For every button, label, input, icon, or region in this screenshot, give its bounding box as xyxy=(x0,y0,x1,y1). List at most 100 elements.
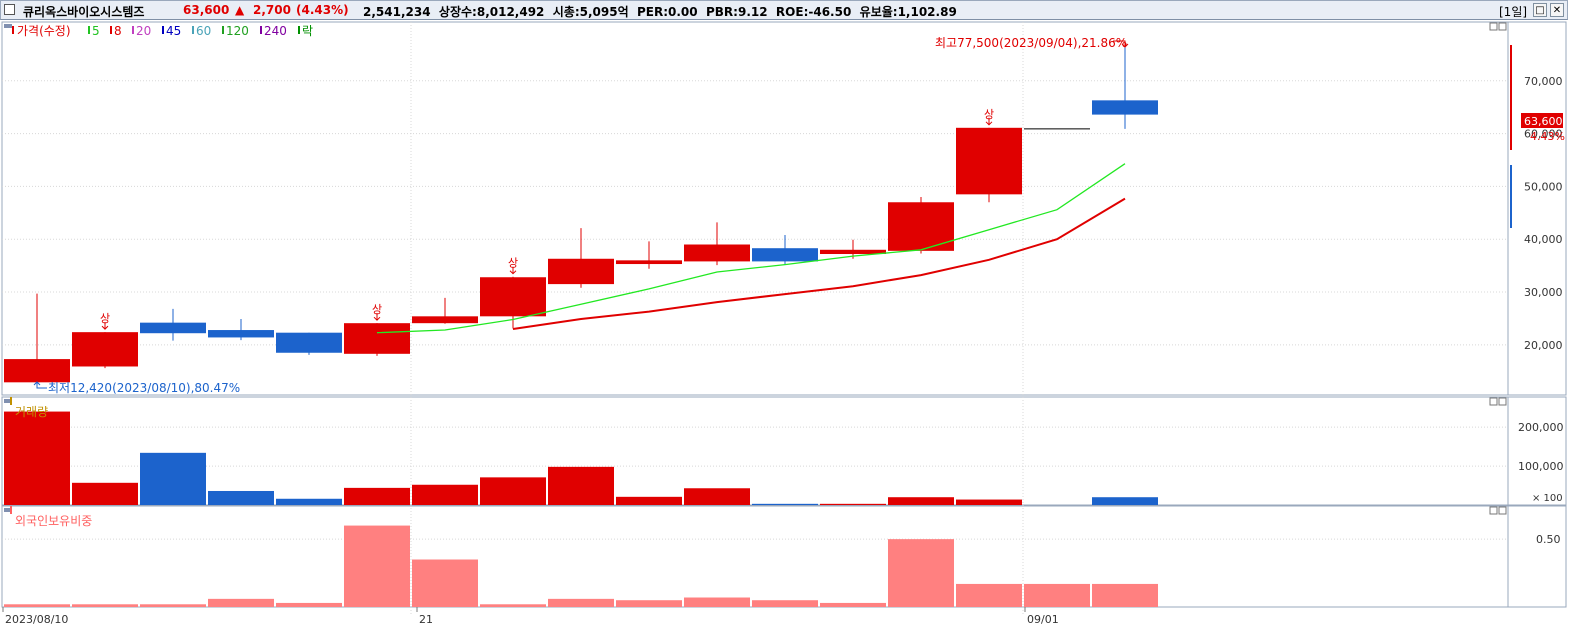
upper-limit-label: 상 xyxy=(508,257,518,270)
ma8-line xyxy=(512,197,1126,330)
legend-ma-label: 락 xyxy=(302,24,313,38)
panel-minimize-icon xyxy=(1489,22,1498,31)
volume-bar xyxy=(344,487,410,505)
volume-bar xyxy=(888,497,954,505)
candle-body xyxy=(276,332,342,353)
panel-handle-icon xyxy=(4,508,12,512)
price-frame-axis xyxy=(1507,21,1567,396)
low-annotation: 최저12,420(2023/08/10),80.47% xyxy=(48,381,240,395)
price-tick-label: 40,000 xyxy=(1524,233,1563,246)
legend-ma-marker xyxy=(192,26,194,34)
panel-minimize-icon xyxy=(1489,506,1498,515)
high-annotation: 최고77,500(2023/09/04),21.86% xyxy=(935,36,1127,50)
panel-maximize-icon xyxy=(1498,397,1507,406)
x-tick-label: 21 xyxy=(419,613,433,626)
upper-limit-arrow-icon xyxy=(373,313,381,321)
annotations: 최고77,500(2023/09/04),21.86% 최저12,420(202… xyxy=(33,36,1129,395)
legend-ma-marker xyxy=(222,26,224,34)
period-label[interactable]: [1일] xyxy=(1499,5,1528,19)
select-checkbox[interactable] xyxy=(4,4,15,15)
foreign-bar xyxy=(208,598,274,607)
panel-handle-icon xyxy=(4,399,12,403)
volume-tick-label: 200,000 xyxy=(1518,421,1564,434)
price-change-pct: (4.43%) xyxy=(296,3,349,17)
candle-body xyxy=(752,248,818,262)
upper-limit-arrow-icon xyxy=(509,266,517,275)
volume-bar xyxy=(684,488,750,505)
volume-panel[interactable] xyxy=(4,411,1158,505)
candle-body xyxy=(4,359,70,383)
legend-price-label: 가격(수정) xyxy=(17,24,71,38)
volume-bar xyxy=(1092,497,1158,505)
foreign-bar xyxy=(344,525,410,607)
price-frame xyxy=(1,21,1509,396)
ma5-line xyxy=(376,163,1126,334)
candle-body xyxy=(140,322,206,334)
candle-body xyxy=(344,323,410,354)
panel-minimize-icon xyxy=(1489,397,1498,406)
volume-bar xyxy=(480,477,546,505)
candle-body xyxy=(548,258,614,285)
foreign-bar xyxy=(956,583,1022,607)
volume-bar xyxy=(412,484,478,505)
volume-bar xyxy=(616,496,682,505)
foreign-bar xyxy=(140,604,206,607)
price-tick-label: 30,000 xyxy=(1524,286,1563,299)
volume-frame-axis xyxy=(1507,396,1567,506)
up-arrow-icon: ▲ xyxy=(235,3,245,17)
legend-ma-label: 240 xyxy=(264,24,287,38)
grid-lines xyxy=(2,22,1508,615)
foreign-bar xyxy=(752,600,818,607)
ma-legend: 5 8 20 45 60 120 240 락 xyxy=(10,24,313,514)
legend-volume-label: 거래량 xyxy=(15,405,48,419)
panel-maximize-icon xyxy=(1498,22,1507,31)
price-badge-pct: 4.43% xyxy=(1530,130,1565,143)
upper-limit-arrow-icon xyxy=(985,117,993,126)
foreign-bar xyxy=(1092,583,1158,607)
foreign-bar xyxy=(480,604,546,607)
panel-maximize-icon xyxy=(1498,506,1507,515)
price-tick-label: 70,000 xyxy=(1524,75,1563,88)
legend-ma-label: 120 xyxy=(226,24,249,38)
close-button[interactable]: ✕ xyxy=(1550,3,1564,17)
candle-body xyxy=(480,277,546,317)
panel-frames xyxy=(1,21,1567,608)
upper-limit-arrow-icon xyxy=(101,322,109,330)
candle-body xyxy=(412,316,478,324)
legend-foreign-marker xyxy=(10,506,12,514)
price-tick-label: 60,000 xyxy=(1524,128,1563,141)
price-change: 2,700 xyxy=(253,3,291,17)
legend: 가격(수정) 거래량 외국인보유비중 xyxy=(15,24,92,528)
candle-body xyxy=(72,332,138,367)
candle-body xyxy=(1092,100,1158,115)
foreign-bar xyxy=(412,559,478,607)
foreign-holding-panel[interactable] xyxy=(4,525,1158,607)
volume-bar xyxy=(548,466,614,505)
high-arrow-icon xyxy=(1113,40,1129,48)
stock-name: 큐리옥스바이오시스템즈 xyxy=(23,5,145,19)
foreign-bar xyxy=(276,602,342,607)
volume-bar xyxy=(4,411,70,505)
legend-ma-label: 8 xyxy=(114,24,122,38)
candle-body xyxy=(820,249,886,255)
price-badge-value: 63,600 xyxy=(1524,115,1563,128)
candle-body xyxy=(208,330,274,338)
foreign-tick-label: 0.50 xyxy=(1536,533,1561,546)
restore-button[interactable]: □ xyxy=(1533,3,1547,17)
volume-bar xyxy=(72,482,138,505)
upper-limit-label: 상 xyxy=(984,108,994,121)
legend-foreign-label: 외국인보유비중 xyxy=(15,514,92,528)
volume-bar xyxy=(820,503,886,505)
volume-bar xyxy=(956,499,1022,505)
volume-bar xyxy=(752,503,818,505)
volume-bar xyxy=(276,498,342,505)
legend-ma-label: 45 xyxy=(166,24,181,38)
foreign-bar xyxy=(548,598,614,607)
legend-ma-marker xyxy=(132,26,134,34)
upper-limit-label: 상 xyxy=(100,312,110,325)
title-bar: 큐리옥스바이오시스템즈 63,600 ▲ 2,700 (4.43%) 2,541… xyxy=(0,0,1568,20)
price-tick-label: 50,000 xyxy=(1524,180,1563,193)
